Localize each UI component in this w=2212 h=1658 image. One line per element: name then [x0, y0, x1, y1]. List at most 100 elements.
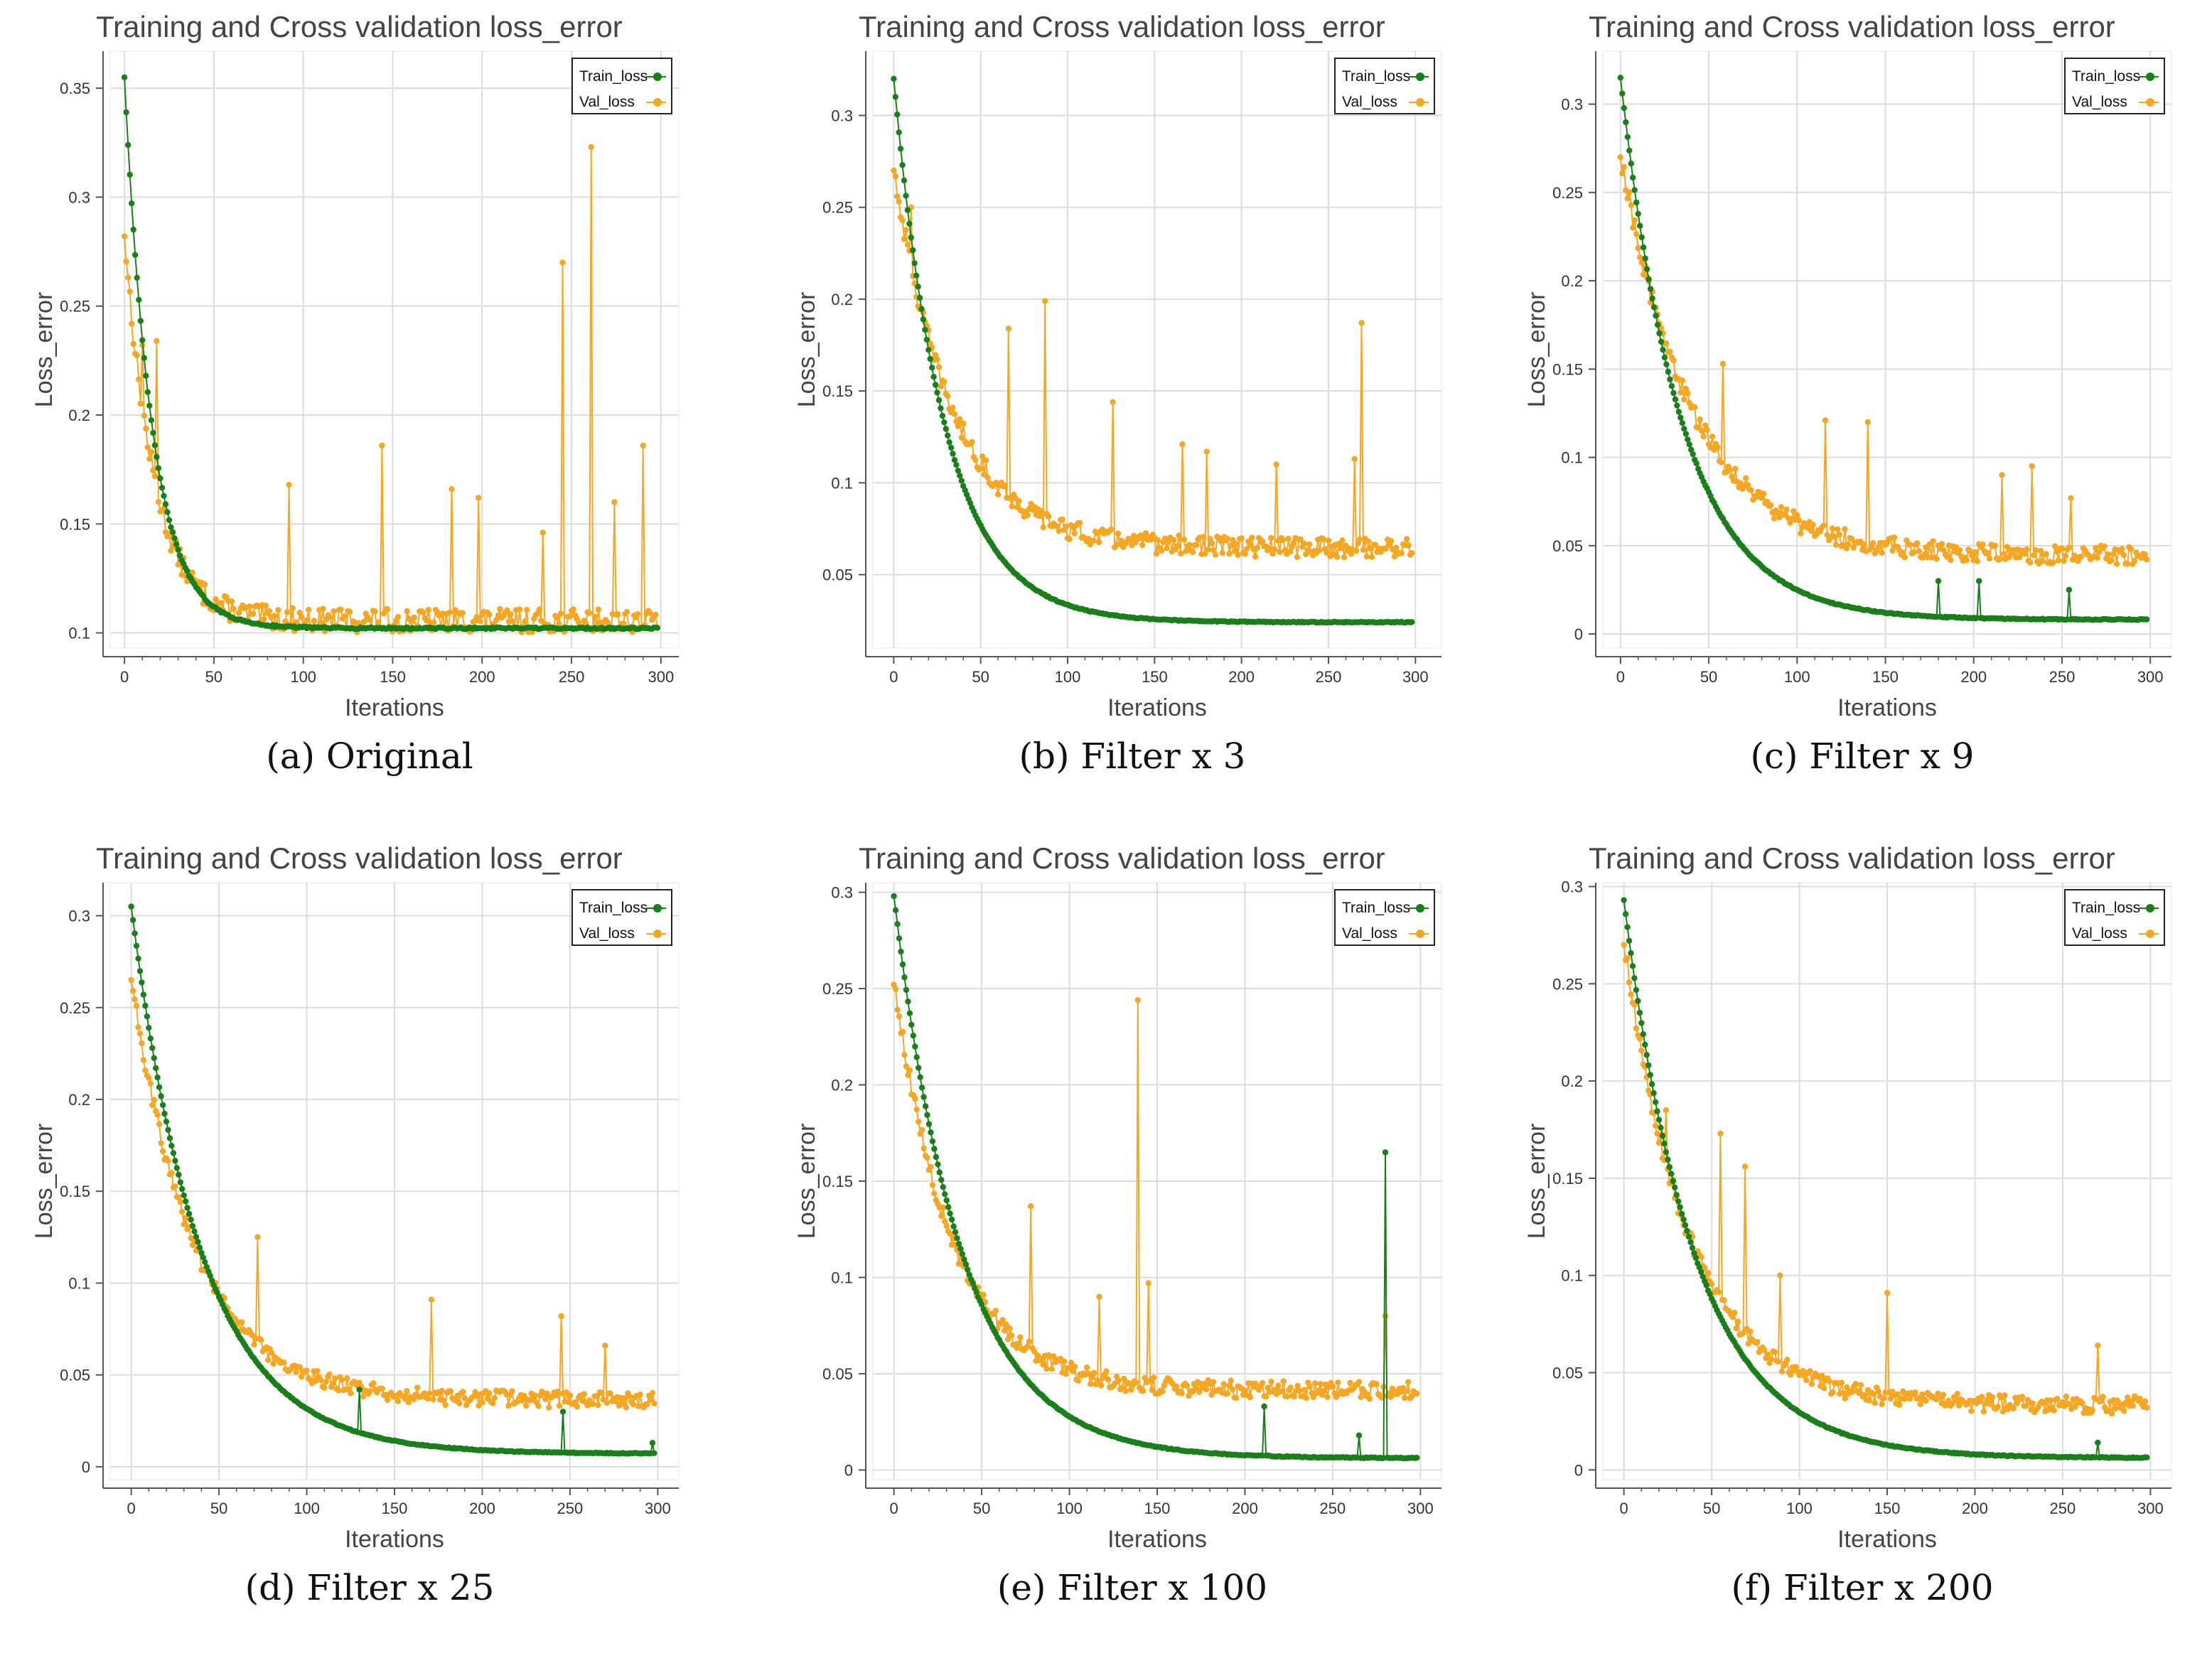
train-loss-point [938, 405, 944, 411]
val-loss-point [1179, 441, 1186, 448]
train-loss-point [911, 260, 918, 267]
val-loss-point [1403, 1388, 1410, 1394]
val-loss-point [1365, 538, 1372, 545]
y-tick-label: 0.3 [68, 188, 90, 206]
val-loss-point [254, 1234, 261, 1240]
val-loss-point [2066, 1401, 2073, 1407]
x-tick-label: 100 [290, 668, 316, 686]
train-loss-point [198, 1249, 205, 1256]
val-loss-point [490, 1400, 496, 1406]
train-loss-point [903, 193, 909, 199]
x-tick-label: 100 [1056, 1500, 1083, 1517]
legend-swatch-marker [653, 72, 662, 81]
val-loss-point [1985, 549, 1991, 556]
val-loss-point [1122, 1388, 1129, 1394]
val-loss-point [1630, 225, 1636, 231]
val-loss-point [938, 383, 944, 390]
val-loss-point [994, 491, 1002, 497]
val-loss-point [360, 1394, 366, 1400]
train-loss-point [957, 473, 963, 479]
val-loss-point [1774, 510, 1781, 516]
val-loss-point [2029, 463, 2035, 470]
val-loss-point [1740, 1330, 1746, 1336]
val-loss-point [1409, 550, 1415, 556]
val-loss-point [1900, 549, 1906, 556]
chart-svg-c: Training and Cross validation loss_error… [1523, 10, 2172, 721]
val-loss-point [491, 1395, 498, 1401]
val-loss-point [1259, 1379, 1266, 1387]
val-loss-point [1268, 534, 1274, 541]
val-loss-point [497, 605, 503, 613]
val-loss-point [1914, 540, 1921, 547]
val-loss-point [2002, 1392, 2008, 1399]
chart-title: Training and Cross validation loss_error [96, 841, 623, 875]
val-loss-point [2047, 1397, 2053, 1404]
val-loss-point [611, 499, 618, 505]
val-loss-point [175, 561, 181, 568]
train-loss-point [945, 1204, 952, 1210]
train-loss-point [195, 1239, 201, 1245]
train-loss-point [1688, 446, 1695, 453]
val-loss-point [346, 608, 353, 615]
train-loss-point [1687, 1239, 1694, 1245]
train-loss-point [356, 1387, 363, 1393]
val-loss-point [977, 465, 984, 472]
val-loss-point [1972, 549, 1979, 556]
val-loss-point [348, 1390, 354, 1396]
train-loss-point [125, 141, 131, 149]
val-loss-point [1820, 522, 1827, 529]
val-loss-point [1024, 1343, 1031, 1350]
train-loss-point [1673, 1192, 1680, 1198]
train-loss-point [1698, 1269, 1704, 1276]
train-loss-point [140, 991, 147, 998]
x-tick-label: 50 [1703, 1500, 1720, 1517]
train-loss-point [144, 1013, 151, 1020]
val-loss-point [1186, 1393, 1192, 1399]
val-loss-point [1075, 1377, 1082, 1384]
val-loss-point [2062, 553, 2069, 559]
val-loss-point [154, 1111, 161, 1118]
val-loss-point [1830, 1389, 1836, 1396]
caption-a: (a) Original [266, 736, 473, 777]
y-axis-label: Loss_error [31, 1124, 58, 1239]
val-loss-point [262, 602, 269, 609]
val-loss-point [142, 1067, 149, 1074]
val-loss-point [1016, 498, 1022, 505]
x-tick-label: 0 [889, 668, 898, 686]
val-loss-point [1831, 533, 1837, 539]
val-loss-point [258, 1337, 264, 1343]
val-loss-point [1912, 1389, 1918, 1396]
train-loss-point [928, 1129, 934, 1136]
val-loss-point [1320, 536, 1326, 542]
train-loss-point [139, 337, 146, 343]
train-loss-point [1642, 255, 1648, 262]
y-tick-label: 0.1 [831, 1269, 853, 1286]
train-loss-point [938, 1177, 945, 1183]
val-loss-point [1849, 1389, 1855, 1395]
train-loss-point [158, 1093, 164, 1099]
x-tick-label: 150 [1142, 668, 1168, 686]
train-loss-point [154, 1075, 161, 1081]
train-loss-point [166, 517, 173, 523]
y-tick-label: 0.1 [1561, 1267, 1583, 1285]
val-loss-point [1316, 547, 1323, 554]
val-loss-point [1133, 1379, 1139, 1386]
train-loss-point [943, 426, 949, 432]
val-loss-point [1387, 538, 1395, 544]
legend-train-label: Train_loss [1342, 68, 1410, 85]
val-loss-point [619, 1400, 626, 1406]
val-loss-point [1768, 1356, 1775, 1362]
val-loss-point [1045, 513, 1052, 520]
y-tick-label: 0.1 [1561, 449, 1583, 467]
plot-area [1602, 50, 2172, 649]
train-loss-point [920, 1094, 927, 1100]
val-loss-point [1700, 433, 1707, 440]
train-loss-point [922, 1103, 929, 1109]
train-loss-point [925, 347, 932, 353]
val-loss-point [918, 1126, 925, 1134]
legend: Train_loss Val_loss [571, 58, 672, 114]
train-loss-point [923, 336, 930, 343]
val-loss-point [539, 529, 546, 536]
val-loss-point [1233, 541, 1240, 547]
val-loss-point [1042, 298, 1048, 304]
